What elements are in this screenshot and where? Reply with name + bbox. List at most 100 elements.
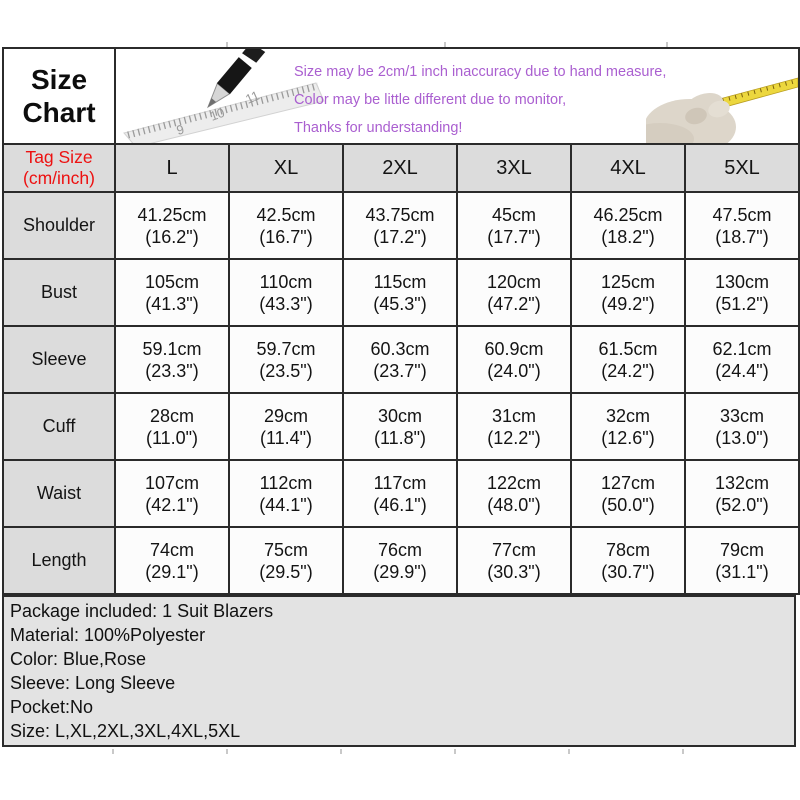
inch-value: (12.2")	[487, 427, 541, 448]
pencil-icon	[206, 49, 266, 109]
measurement-cell: 115cm (45.3")	[344, 260, 456, 325]
measurement-cell: 33cm (13.0")	[686, 394, 798, 459]
measurement-cell: 76cm (29.9")	[344, 528, 456, 593]
measurement-cell: 74cm (29.1")	[116, 528, 228, 593]
inch-value: (50.0")	[601, 494, 655, 515]
tag-size-header: Tag Size (cm/inch)	[4, 145, 114, 191]
cm-value: 115cm	[373, 271, 427, 292]
measurement-cell: 31cm (12.2")	[458, 394, 570, 459]
divider-stub	[112, 749, 114, 754]
cm-value: 74cm	[149, 539, 194, 560]
inch-value: (48.0")	[487, 494, 541, 515]
measurement-cell: 41.25cm (16.2")	[116, 193, 228, 258]
inch-value: (23.5")	[259, 360, 313, 381]
cm-value: 59.1cm	[142, 338, 202, 359]
measurement-cell: 112cm (44.1")	[230, 461, 342, 526]
cm-value: 110cm	[259, 271, 313, 292]
inch-value: (41.3")	[145, 293, 199, 314]
measurement-cell: 59.1cm (23.3")	[116, 327, 228, 392]
measurement-cell: 45cm (17.7")	[458, 193, 570, 258]
detail-pocket: Pocket:No	[10, 697, 94, 717]
row-label-bust: Bust	[4, 260, 114, 325]
cm-value: 130cm	[714, 271, 770, 292]
inch-value: (17.2")	[373, 226, 427, 247]
measurement-cell: 125cm (49.2")	[572, 260, 684, 325]
measurement-cell: 43.75cm (17.2")	[344, 193, 456, 258]
cm-value: 33cm	[719, 405, 764, 426]
cm-value: 61.5cm	[598, 338, 658, 359]
measurement-cell: 62.1cm (24.4")	[686, 327, 798, 392]
cm-value: 127cm	[600, 472, 656, 493]
inch-value: (11.8")	[373, 427, 427, 448]
cm-value: 46.25cm	[593, 204, 663, 225]
size-chart-table: Size Chart 9 10 11 Size may be 2cm/1	[2, 47, 800, 595]
measurement-cell: 127cm (50.0")	[572, 461, 684, 526]
measurement-cell: 28cm (11.0")	[116, 394, 228, 459]
measurement-cell: 61.5cm (24.2")	[572, 327, 684, 392]
inch-value: (17.7")	[487, 226, 541, 247]
inch-value: (11.0")	[145, 427, 199, 448]
measurement-cell: 105cm (41.3")	[116, 260, 228, 325]
row-label-sleeve: Sleeve	[4, 327, 114, 392]
detail-sleeve: Sleeve: Long Sleeve	[10, 673, 176, 693]
measurement-cell: 77cm (30.3")	[458, 528, 570, 593]
inch-value: (49.2")	[601, 293, 655, 314]
divider-stub	[226, 749, 228, 754]
measurement-cell: 60.9cm (24.0")	[458, 327, 570, 392]
inch-value: (46.1")	[373, 494, 427, 515]
inch-value: (30.3")	[487, 561, 541, 582]
cm-value: 32cm	[605, 405, 650, 426]
divider-stub	[454, 749, 456, 754]
cm-value: 78cm	[605, 539, 650, 560]
measurement-cell: 132cm (52.0")	[686, 461, 798, 526]
cm-value: 62.1cm	[712, 338, 772, 359]
cm-value: 45cm	[491, 204, 536, 225]
column-header-3xl: 3XL	[458, 145, 570, 191]
inch-value: (23.3")	[145, 360, 199, 381]
divider-stub	[340, 749, 342, 754]
inch-value: (11.4")	[259, 427, 313, 448]
note-line: Size may be 2cm/1 inch inaccuracy due to…	[294, 64, 667, 80]
measurement-cell: 75cm (29.5")	[230, 528, 342, 593]
measurement-cell: 29cm (11.4")	[230, 394, 342, 459]
divider-stub	[568, 749, 570, 754]
measurement-cell: 78cm (30.7")	[572, 528, 684, 593]
divider-stub	[226, 42, 228, 47]
inch-value: (29.5")	[259, 561, 313, 582]
tag-size-line-1: Tag Size	[25, 147, 93, 167]
divider-stub	[444, 42, 446, 47]
cm-value: 29cm	[263, 405, 308, 426]
inch-value: (42.1")	[145, 494, 199, 515]
inch-value: (51.2")	[715, 293, 769, 314]
cm-value: 75cm	[263, 539, 308, 560]
inch-value: (47.2")	[487, 293, 541, 314]
column-header-xl: XL	[230, 145, 342, 191]
row-label-cuff: Cuff	[4, 394, 114, 459]
measurement-cell: 42.5cm (16.7")	[230, 193, 342, 258]
measurement-cell: 110cm (43.3")	[230, 260, 342, 325]
cm-value: 107cm	[144, 472, 200, 493]
tag-size-line-2: (cm/inch)	[23, 168, 95, 188]
cm-value: 43.75cm	[365, 204, 435, 225]
cm-value: 42.5cm	[256, 204, 316, 225]
cm-value: 41.25cm	[137, 204, 207, 225]
inch-value: (23.7")	[373, 360, 427, 381]
hand-icon	[646, 93, 736, 143]
inch-value: (31.1")	[715, 561, 769, 582]
cm-value: 59.7cm	[256, 338, 316, 359]
cm-value: 117cm	[373, 472, 427, 493]
measurement-cell: 122cm (48.0")	[458, 461, 570, 526]
row-label-length: Length	[4, 528, 114, 593]
cm-value: 30cm	[377, 405, 422, 426]
measurement-cell: 130cm (51.2")	[686, 260, 798, 325]
detail-color: Color: Blue,Rose	[10, 649, 147, 669]
inch-value: (16.2")	[145, 226, 199, 247]
row-label-waist: Waist	[4, 461, 114, 526]
measurement-cell: 107cm (42.1")	[116, 461, 228, 526]
note-line: Thanks for understanding!	[294, 120, 463, 136]
title-line-2: Chart	[22, 97, 96, 128]
inch-value: (24.4")	[715, 360, 769, 381]
cm-value: 125cm	[600, 271, 656, 292]
inch-value: (16.7")	[259, 226, 313, 247]
